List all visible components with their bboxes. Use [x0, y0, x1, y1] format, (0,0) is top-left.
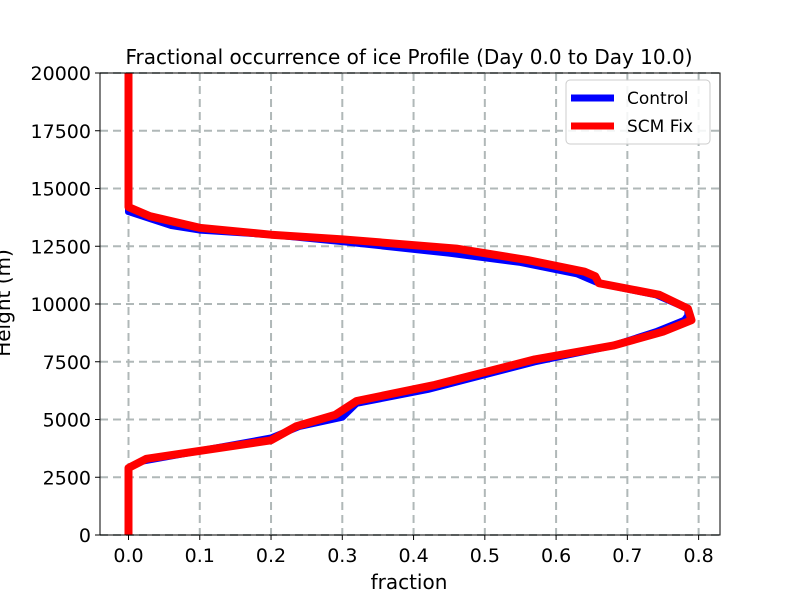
x-tick-label: 0.2: [256, 545, 286, 567]
legend-label-control: Control: [627, 89, 688, 109]
y-axis-ticks: 0 2500 5000 7500 10000 12500 15000 17500 20000: [31, 63, 100, 547]
x-tick-label: 0.5: [470, 545, 500, 567]
y-tick-label: 15000: [31, 179, 91, 201]
legend-label-scm-fix: SCM Fix: [627, 117, 693, 137]
x-tick-label: 0.7: [612, 545, 642, 567]
x-tick-label: 0.0: [113, 545, 143, 567]
x-tick-label: 0.8: [684, 545, 714, 567]
legend: Control SCM Fix: [565, 79, 711, 145]
y-tick-label: 7500: [43, 352, 91, 374]
y-tick-label: 5000: [43, 410, 91, 432]
x-tick-label: 0.6: [541, 545, 571, 567]
x-axis-ticks: 0.0 0.1 0.2 0.3 0.4 0.5 0.6 0.7 0.8: [113, 535, 714, 567]
chart-title: Fractional occurrence of ice Profile (Da…: [125, 45, 692, 69]
y-tick-label: 12500: [31, 236, 91, 258]
x-tick-label: 0.1: [185, 545, 215, 567]
x-axis-label: fraction: [371, 570, 448, 594]
x-tick-label: 0.3: [327, 545, 357, 567]
y-tick-label: 10000: [31, 294, 91, 316]
x-tick-label: 0.4: [398, 545, 428, 567]
y-tick-label: 20000: [31, 63, 91, 85]
y-tick-label: 0: [79, 525, 91, 547]
series-lines: [124, 73, 696, 535]
y-axis-label: Height (m): [0, 249, 15, 357]
series-line-scm-fix: [124, 73, 696, 535]
y-tick-label: 2500: [43, 467, 91, 489]
grid-lines: [100, 72, 720, 536]
y-tick-label: 17500: [31, 121, 91, 143]
